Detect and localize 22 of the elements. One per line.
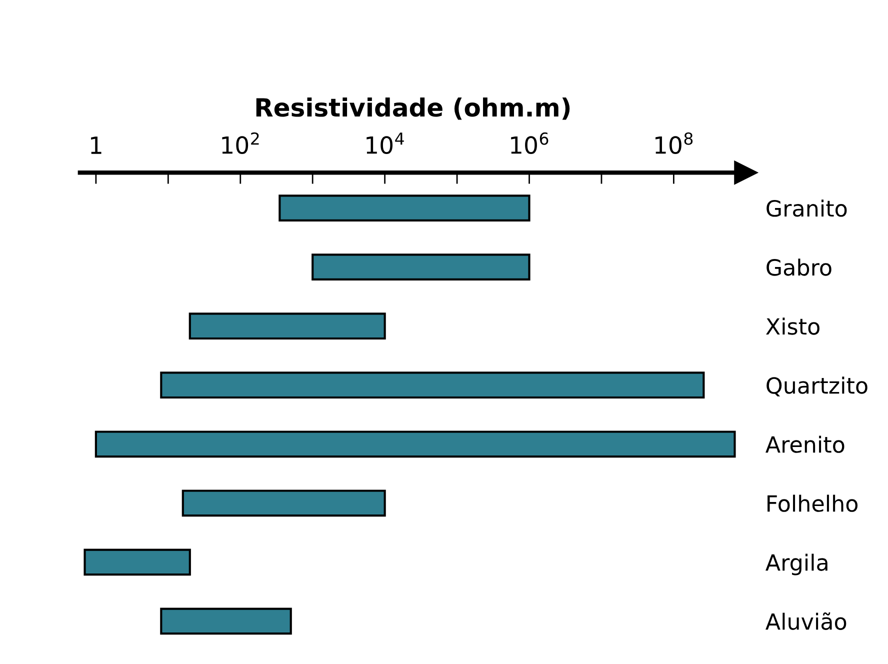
bar	[160, 608, 292, 635]
bar	[278, 194, 530, 222]
y-tick-label: Aluvião	[766, 612, 846, 630]
y-tick-label: Gabro	[766, 258, 832, 276]
bar	[182, 490, 386, 517]
bar	[188, 312, 386, 340]
x-axis-title: Resistividade (ohm.m)	[256, 97, 570, 120]
bar	[160, 372, 705, 399]
y-tick-label: Arenito	[766, 436, 844, 453]
bar	[312, 254, 530, 281]
bar	[94, 430, 736, 458]
x-tick-label: 10$^{6}$	[511, 132, 548, 154]
y-tick-label: Quartzito	[766, 376, 868, 396]
x-tick-label: 10$^{4}$	[366, 132, 404, 154]
bar	[84, 548, 191, 576]
x-tick-label: 10$^{8}$	[656, 132, 693, 154]
x-tick-label: 1	[91, 136, 102, 154]
x-tick-label: 10$^{2}$	[222, 132, 259, 154]
y-tick-label: Argila	[766, 554, 828, 576]
y-tick-label: Granito	[766, 200, 847, 217]
y-tick-label: Xisto	[766, 318, 820, 335]
y-tick-label: Folhelho	[768, 494, 858, 512]
